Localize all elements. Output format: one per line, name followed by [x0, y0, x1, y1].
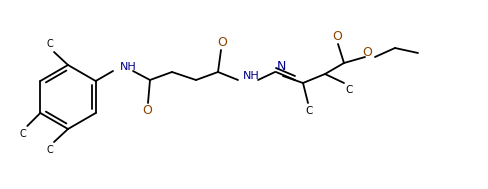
Text: O: O: [362, 46, 372, 60]
Text: C: C: [20, 129, 27, 139]
Text: N: N: [277, 60, 286, 74]
Text: C: C: [47, 39, 53, 49]
Text: O: O: [332, 30, 342, 43]
Text: NH: NH: [243, 71, 260, 81]
Text: C: C: [346, 85, 353, 95]
Text: C: C: [47, 145, 53, 155]
Text: O: O: [217, 36, 227, 50]
Text: C: C: [305, 106, 313, 116]
Text: NH: NH: [120, 62, 137, 72]
Text: O: O: [142, 104, 152, 116]
